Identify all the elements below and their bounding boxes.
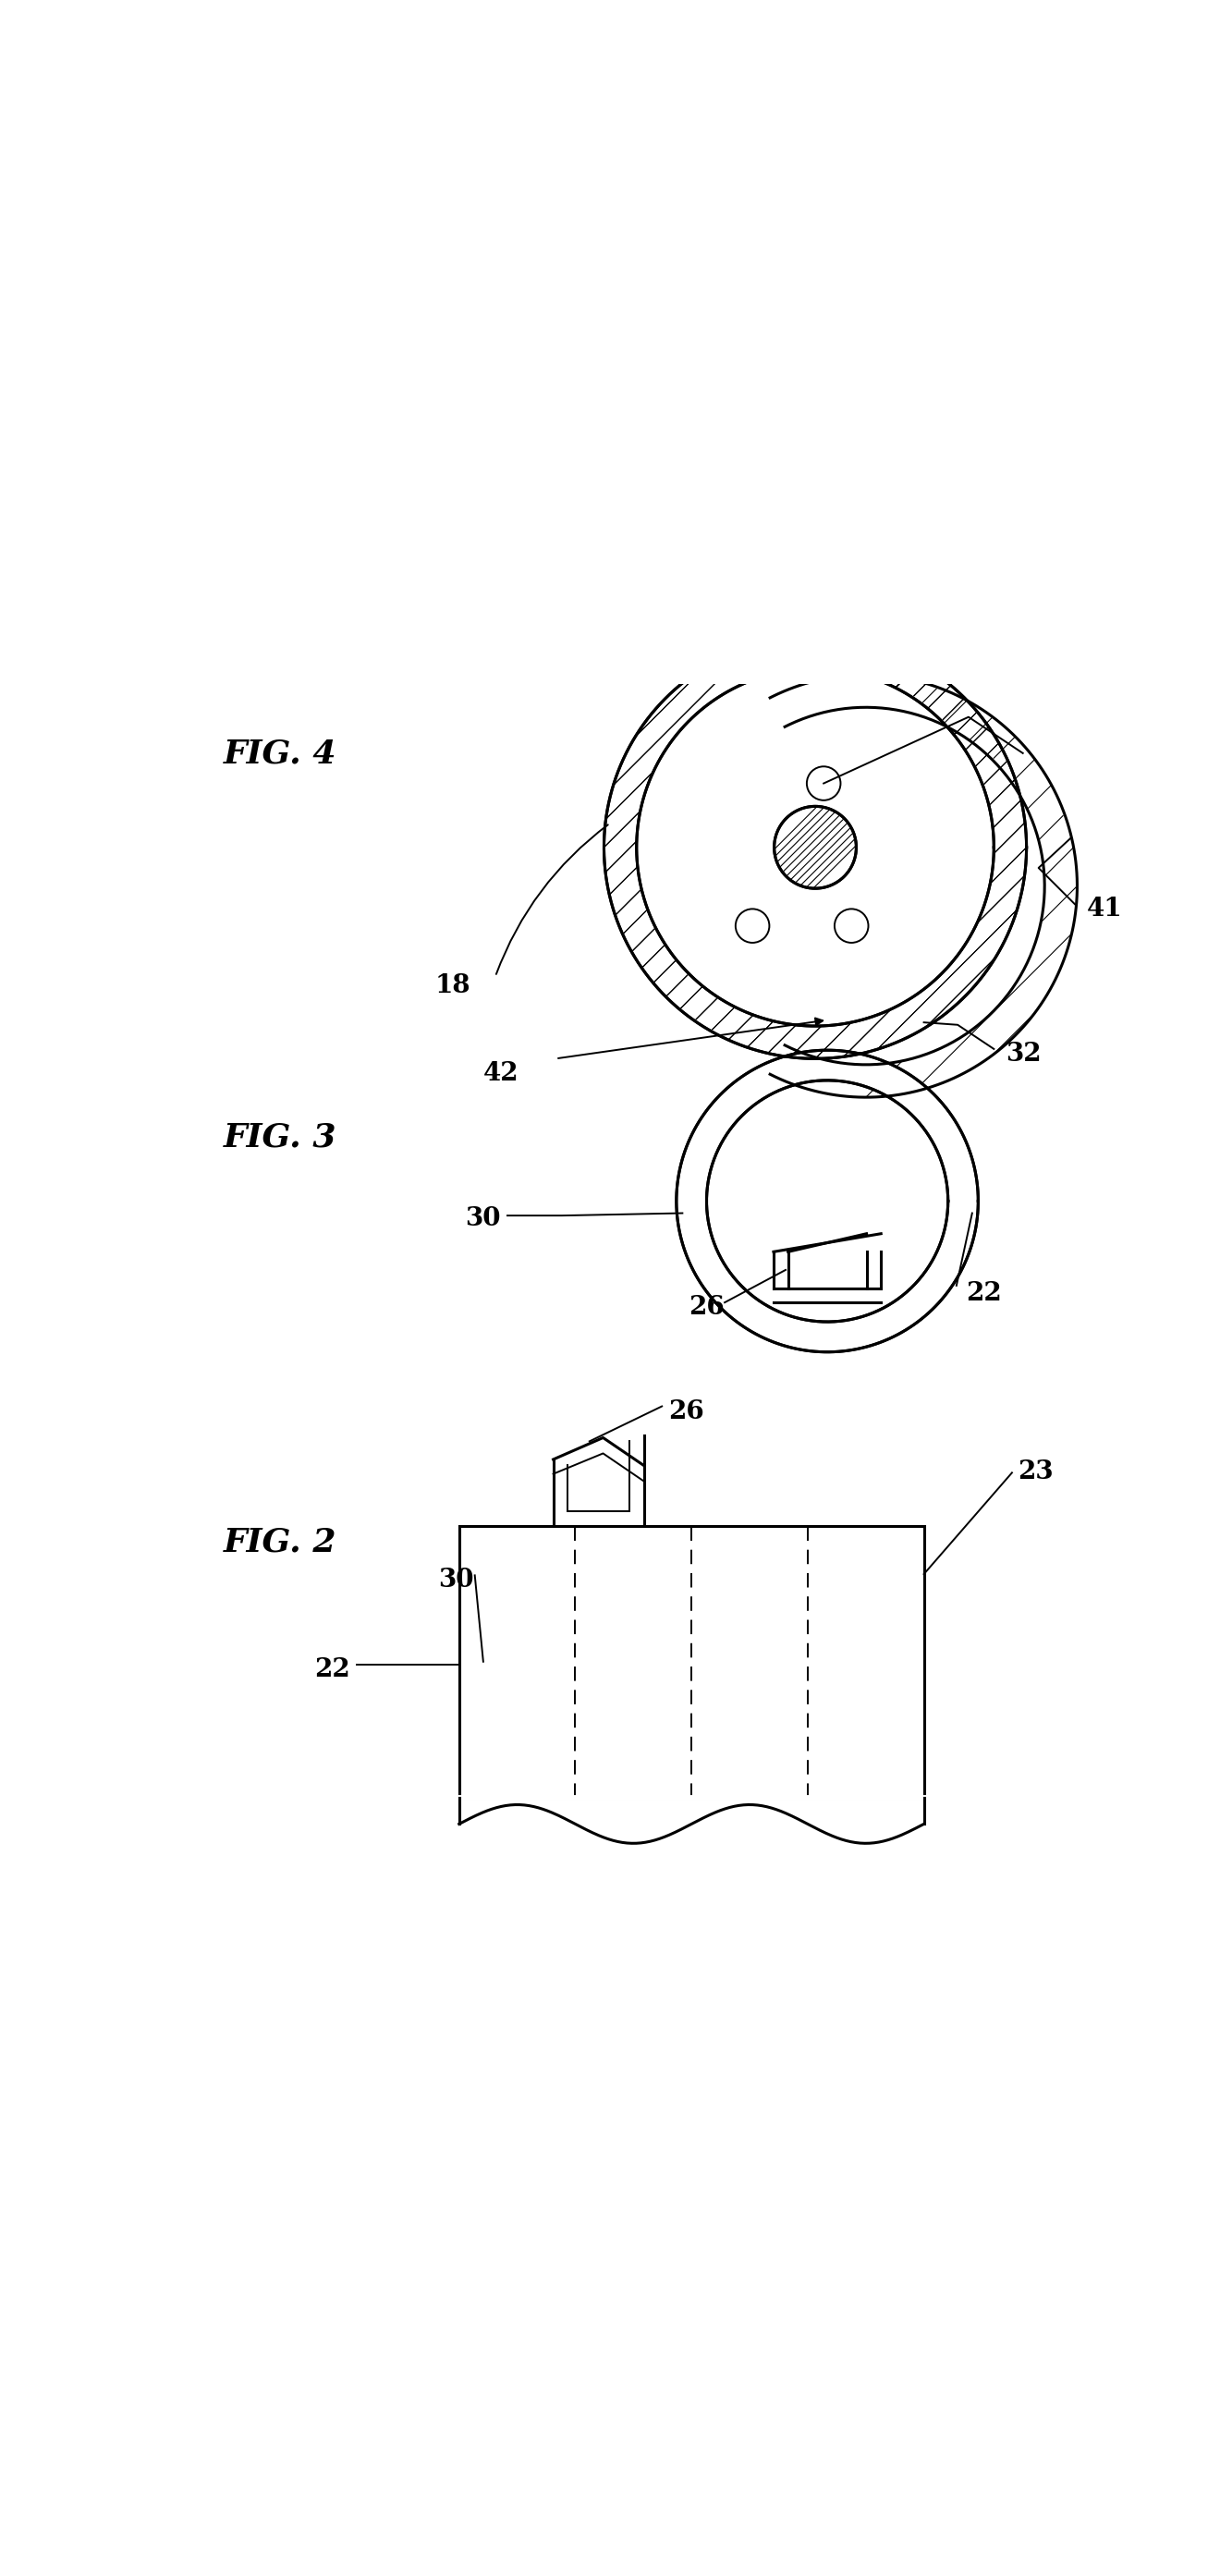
Text: FIG. 2: FIG. 2 — [223, 1525, 337, 1558]
Text: FIG. 4: FIG. 4 — [223, 737, 337, 770]
Text: 30: 30 — [438, 1569, 475, 1592]
Bar — [553, 1448, 644, 1525]
Circle shape — [736, 909, 770, 943]
Text: 26: 26 — [688, 1296, 725, 1319]
Text: FIG. 3: FIG. 3 — [223, 1121, 337, 1154]
Text: 26: 26 — [667, 1399, 704, 1425]
Circle shape — [806, 768, 841, 801]
Bar — [788, 1252, 866, 1288]
Text: 22: 22 — [315, 1656, 350, 1682]
Circle shape — [775, 806, 856, 889]
Bar — [459, 1525, 924, 1798]
Text: 18: 18 — [436, 974, 471, 997]
Text: 42: 42 — [483, 1061, 518, 1087]
Polygon shape — [676, 1051, 978, 1352]
Text: 30: 30 — [465, 1206, 500, 1231]
Circle shape — [604, 636, 1026, 1059]
Circle shape — [834, 909, 869, 943]
Text: 23: 23 — [1017, 1461, 1054, 1484]
Polygon shape — [770, 675, 1077, 1097]
Text: 22: 22 — [966, 1280, 1002, 1306]
Circle shape — [676, 1051, 978, 1352]
Text: 41: 41 — [1087, 896, 1122, 922]
Text: 32: 32 — [1006, 1041, 1042, 1066]
